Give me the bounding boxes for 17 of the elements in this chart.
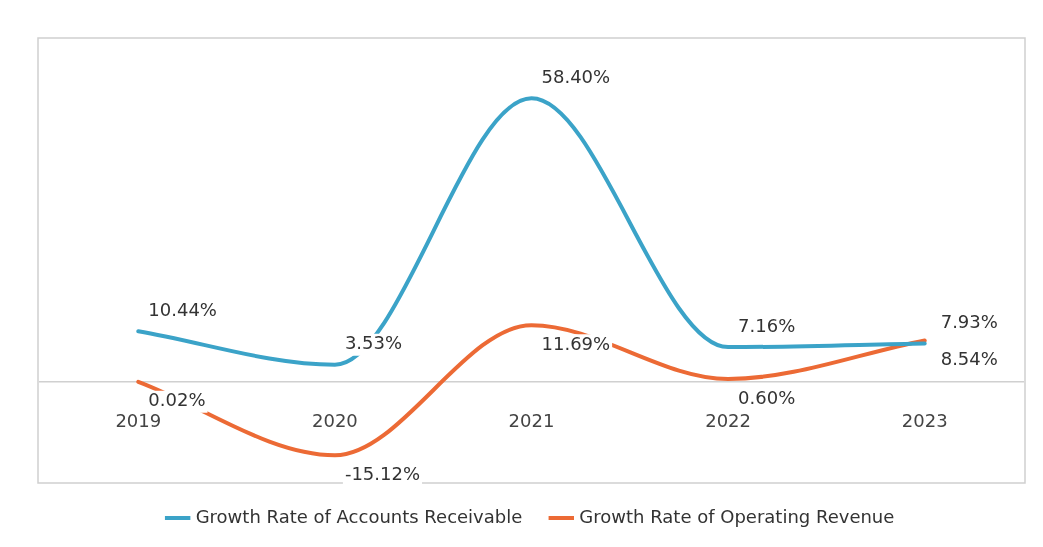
data-label: -15.12% [344, 462, 421, 484]
x-tick-label: 2023 [901, 410, 948, 432]
legend-label: Growth Rate of Operating Revenue [579, 505, 895, 527]
legend-label: Growth Rate of Accounts Receivable [195, 505, 523, 527]
x-tick-label: 2019 [115, 410, 162, 432]
x-tick-label: 2022 [705, 410, 752, 432]
x-tick-label: 2020 [311, 410, 358, 432]
data-label: 58.40% [541, 66, 611, 87]
data-label: 0.02% [148, 389, 206, 411]
data-label: 8.54% [940, 348, 998, 370]
data-label: 7.16% [738, 314, 796, 336]
data-label: 7.93% [940, 311, 998, 333]
data-label: 3.53% [344, 332, 403, 354]
data-label: 10.44% [148, 298, 217, 320]
x-tick-label: 2021 [508, 410, 555, 432]
data-label: 0.60% [738, 386, 796, 408]
data-label: 11.69% [541, 332, 611, 354]
